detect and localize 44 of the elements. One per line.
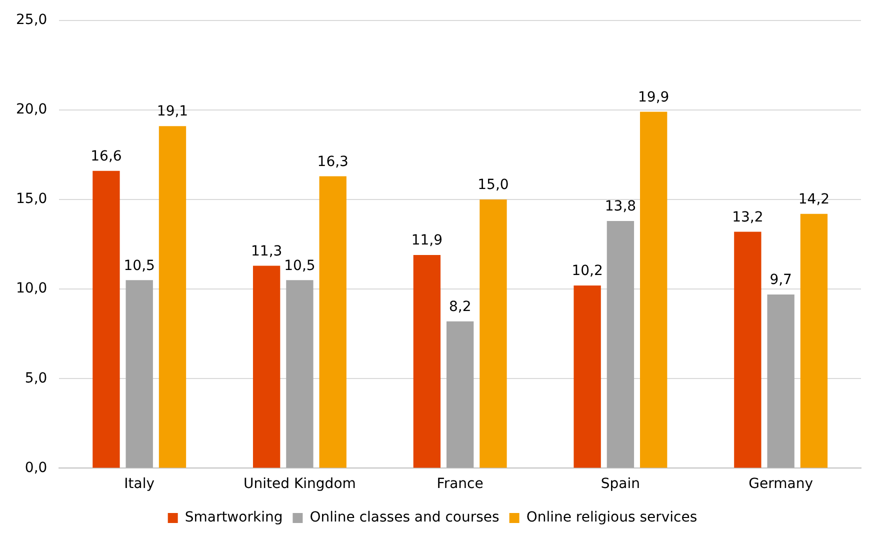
bar: [92, 170, 120, 468]
y-tick-label: 20,0: [16, 102, 48, 118]
legend-label: Online religious services: [526, 510, 698, 526]
legend-label: Online classes and courses: [310, 510, 500, 526]
x-tick-label: Italy: [124, 476, 155, 492]
bar: [286, 280, 314, 468]
y-tick-label: 5,0: [24, 370, 48, 386]
x-tick-label: Spain: [600, 476, 640, 492]
data-label: 8,2: [448, 298, 472, 315]
data-label: 19,1: [156, 104, 188, 120]
y-tick-label: 10,0: [16, 280, 48, 297]
bar: [800, 214, 828, 468]
legend-label: Smartworking: [184, 510, 283, 526]
x-tick-label: France: [436, 476, 484, 492]
data-label: 10,2: [572, 263, 603, 280]
y-tick-label: 0,0: [24, 460, 48, 476]
data-label: 16,3: [317, 154, 348, 170]
bar: [319, 176, 346, 468]
data-label: 15,0: [478, 177, 509, 194]
data-label: 13,2: [732, 209, 764, 226]
data-label: 11,9: [411, 232, 443, 249]
y-tick-label: 25,0: [16, 12, 48, 28]
bar: [126, 280, 153, 468]
data-label: 9,7: [770, 272, 792, 288]
bar: [767, 294, 794, 468]
x-tick-label: Germany: [748, 476, 813, 492]
data-label: 13,8: [604, 198, 636, 215]
bar: [446, 321, 474, 468]
bar: [640, 112, 668, 468]
data-label: 16,6: [90, 148, 122, 164]
bar: [158, 126, 186, 468]
bar: [606, 221, 634, 468]
bar: [413, 255, 441, 468]
y-tick-label: 15,0: [16, 191, 48, 208]
bar: [574, 286, 601, 468]
x-tick-label: United Kingdom: [244, 476, 356, 492]
data-label: 19,9: [638, 89, 670, 106]
data-label: 10,5: [124, 258, 155, 274]
bar: [480, 200, 507, 468]
bar: [734, 232, 762, 468]
data-label: 11,3: [250, 243, 282, 260]
bar: [252, 266, 280, 468]
data-label: 10,5: [284, 258, 316, 274]
data-label: 14,2: [798, 191, 830, 208]
